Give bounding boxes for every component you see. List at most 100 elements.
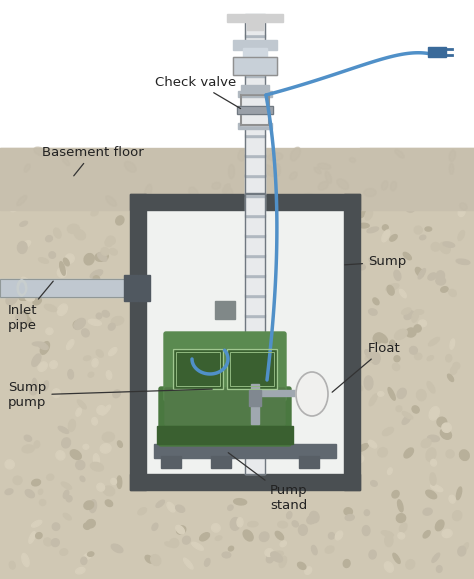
- Ellipse shape: [19, 291, 29, 301]
- Ellipse shape: [387, 285, 394, 295]
- Ellipse shape: [74, 318, 85, 329]
- Bar: [245, 134, 265, 137]
- Ellipse shape: [406, 328, 416, 337]
- Bar: [245, 434, 265, 437]
- Ellipse shape: [156, 500, 164, 507]
- Ellipse shape: [378, 391, 384, 396]
- Polygon shape: [0, 148, 155, 579]
- Ellipse shape: [83, 523, 91, 529]
- Ellipse shape: [92, 359, 98, 367]
- Ellipse shape: [325, 546, 334, 553]
- Bar: [245, 294, 265, 297]
- Bar: [169, 430, 189, 438]
- Ellipse shape: [458, 230, 465, 240]
- Ellipse shape: [418, 164, 424, 173]
- Ellipse shape: [36, 533, 42, 538]
- Ellipse shape: [80, 159, 87, 167]
- FancyBboxPatch shape: [165, 388, 285, 425]
- Ellipse shape: [427, 382, 435, 393]
- Ellipse shape: [458, 547, 466, 556]
- Ellipse shape: [39, 170, 49, 179]
- Bar: [241, 95, 269, 125]
- Ellipse shape: [392, 490, 399, 498]
- Ellipse shape: [103, 486, 115, 496]
- Ellipse shape: [29, 532, 36, 543]
- Bar: [245, 193, 265, 474]
- Ellipse shape: [11, 205, 20, 212]
- Ellipse shape: [436, 520, 444, 531]
- Ellipse shape: [105, 500, 113, 507]
- Bar: [255, 390, 300, 396]
- Bar: [299, 456, 319, 468]
- Bar: [245, 457, 265, 474]
- Ellipse shape: [362, 168, 367, 174]
- Ellipse shape: [51, 538, 59, 547]
- Ellipse shape: [404, 311, 414, 320]
- Ellipse shape: [238, 149, 246, 161]
- Ellipse shape: [39, 500, 46, 505]
- Text: Pump
stand: Pump stand: [228, 453, 308, 512]
- Ellipse shape: [437, 417, 447, 427]
- Ellipse shape: [46, 328, 53, 335]
- Ellipse shape: [102, 433, 114, 442]
- Bar: [245, 217, 265, 234]
- Ellipse shape: [389, 168, 403, 177]
- Ellipse shape: [77, 199, 88, 208]
- Ellipse shape: [426, 448, 436, 461]
- Ellipse shape: [56, 178, 65, 186]
- Ellipse shape: [369, 258, 376, 265]
- Ellipse shape: [25, 490, 35, 498]
- Ellipse shape: [88, 319, 101, 325]
- Ellipse shape: [415, 310, 424, 314]
- Ellipse shape: [419, 320, 427, 327]
- Ellipse shape: [356, 455, 364, 463]
- Ellipse shape: [16, 313, 27, 323]
- Ellipse shape: [93, 454, 100, 466]
- Bar: [245, 14, 265, 17]
- Bar: [245, 77, 265, 94]
- Ellipse shape: [56, 450, 65, 460]
- Ellipse shape: [415, 353, 422, 360]
- Bar: [233, 40, 277, 50]
- Ellipse shape: [23, 314, 32, 326]
- Bar: [245, 74, 265, 77]
- Bar: [245, 254, 265, 257]
- Ellipse shape: [9, 562, 15, 569]
- Ellipse shape: [449, 187, 457, 198]
- Ellipse shape: [365, 350, 374, 360]
- Bar: [245, 417, 265, 434]
- Ellipse shape: [49, 252, 55, 258]
- Ellipse shape: [414, 226, 422, 234]
- Ellipse shape: [32, 342, 45, 346]
- Ellipse shape: [386, 185, 391, 197]
- Ellipse shape: [456, 487, 462, 500]
- Ellipse shape: [450, 339, 455, 349]
- Ellipse shape: [41, 168, 50, 177]
- Ellipse shape: [44, 538, 52, 546]
- Ellipse shape: [145, 184, 152, 199]
- Ellipse shape: [38, 362, 47, 371]
- Bar: [245, 97, 265, 114]
- Ellipse shape: [274, 163, 281, 176]
- Bar: [233, 57, 277, 75]
- Ellipse shape: [271, 551, 283, 558]
- Ellipse shape: [109, 248, 117, 255]
- Ellipse shape: [414, 325, 421, 332]
- Ellipse shape: [280, 541, 286, 547]
- Bar: [227, 349, 277, 389]
- Text: Sump: Sump: [345, 255, 406, 269]
- Ellipse shape: [391, 181, 397, 191]
- Ellipse shape: [442, 423, 451, 433]
- Ellipse shape: [369, 394, 377, 406]
- Ellipse shape: [429, 190, 438, 200]
- Ellipse shape: [383, 427, 393, 435]
- Ellipse shape: [55, 161, 64, 170]
- Bar: [247, 16, 263, 30]
- Ellipse shape: [400, 523, 407, 532]
- Ellipse shape: [228, 546, 234, 551]
- Ellipse shape: [428, 435, 439, 442]
- Ellipse shape: [410, 346, 418, 354]
- Ellipse shape: [74, 229, 85, 240]
- Bar: [227, 349, 277, 389]
- Ellipse shape: [20, 221, 27, 226]
